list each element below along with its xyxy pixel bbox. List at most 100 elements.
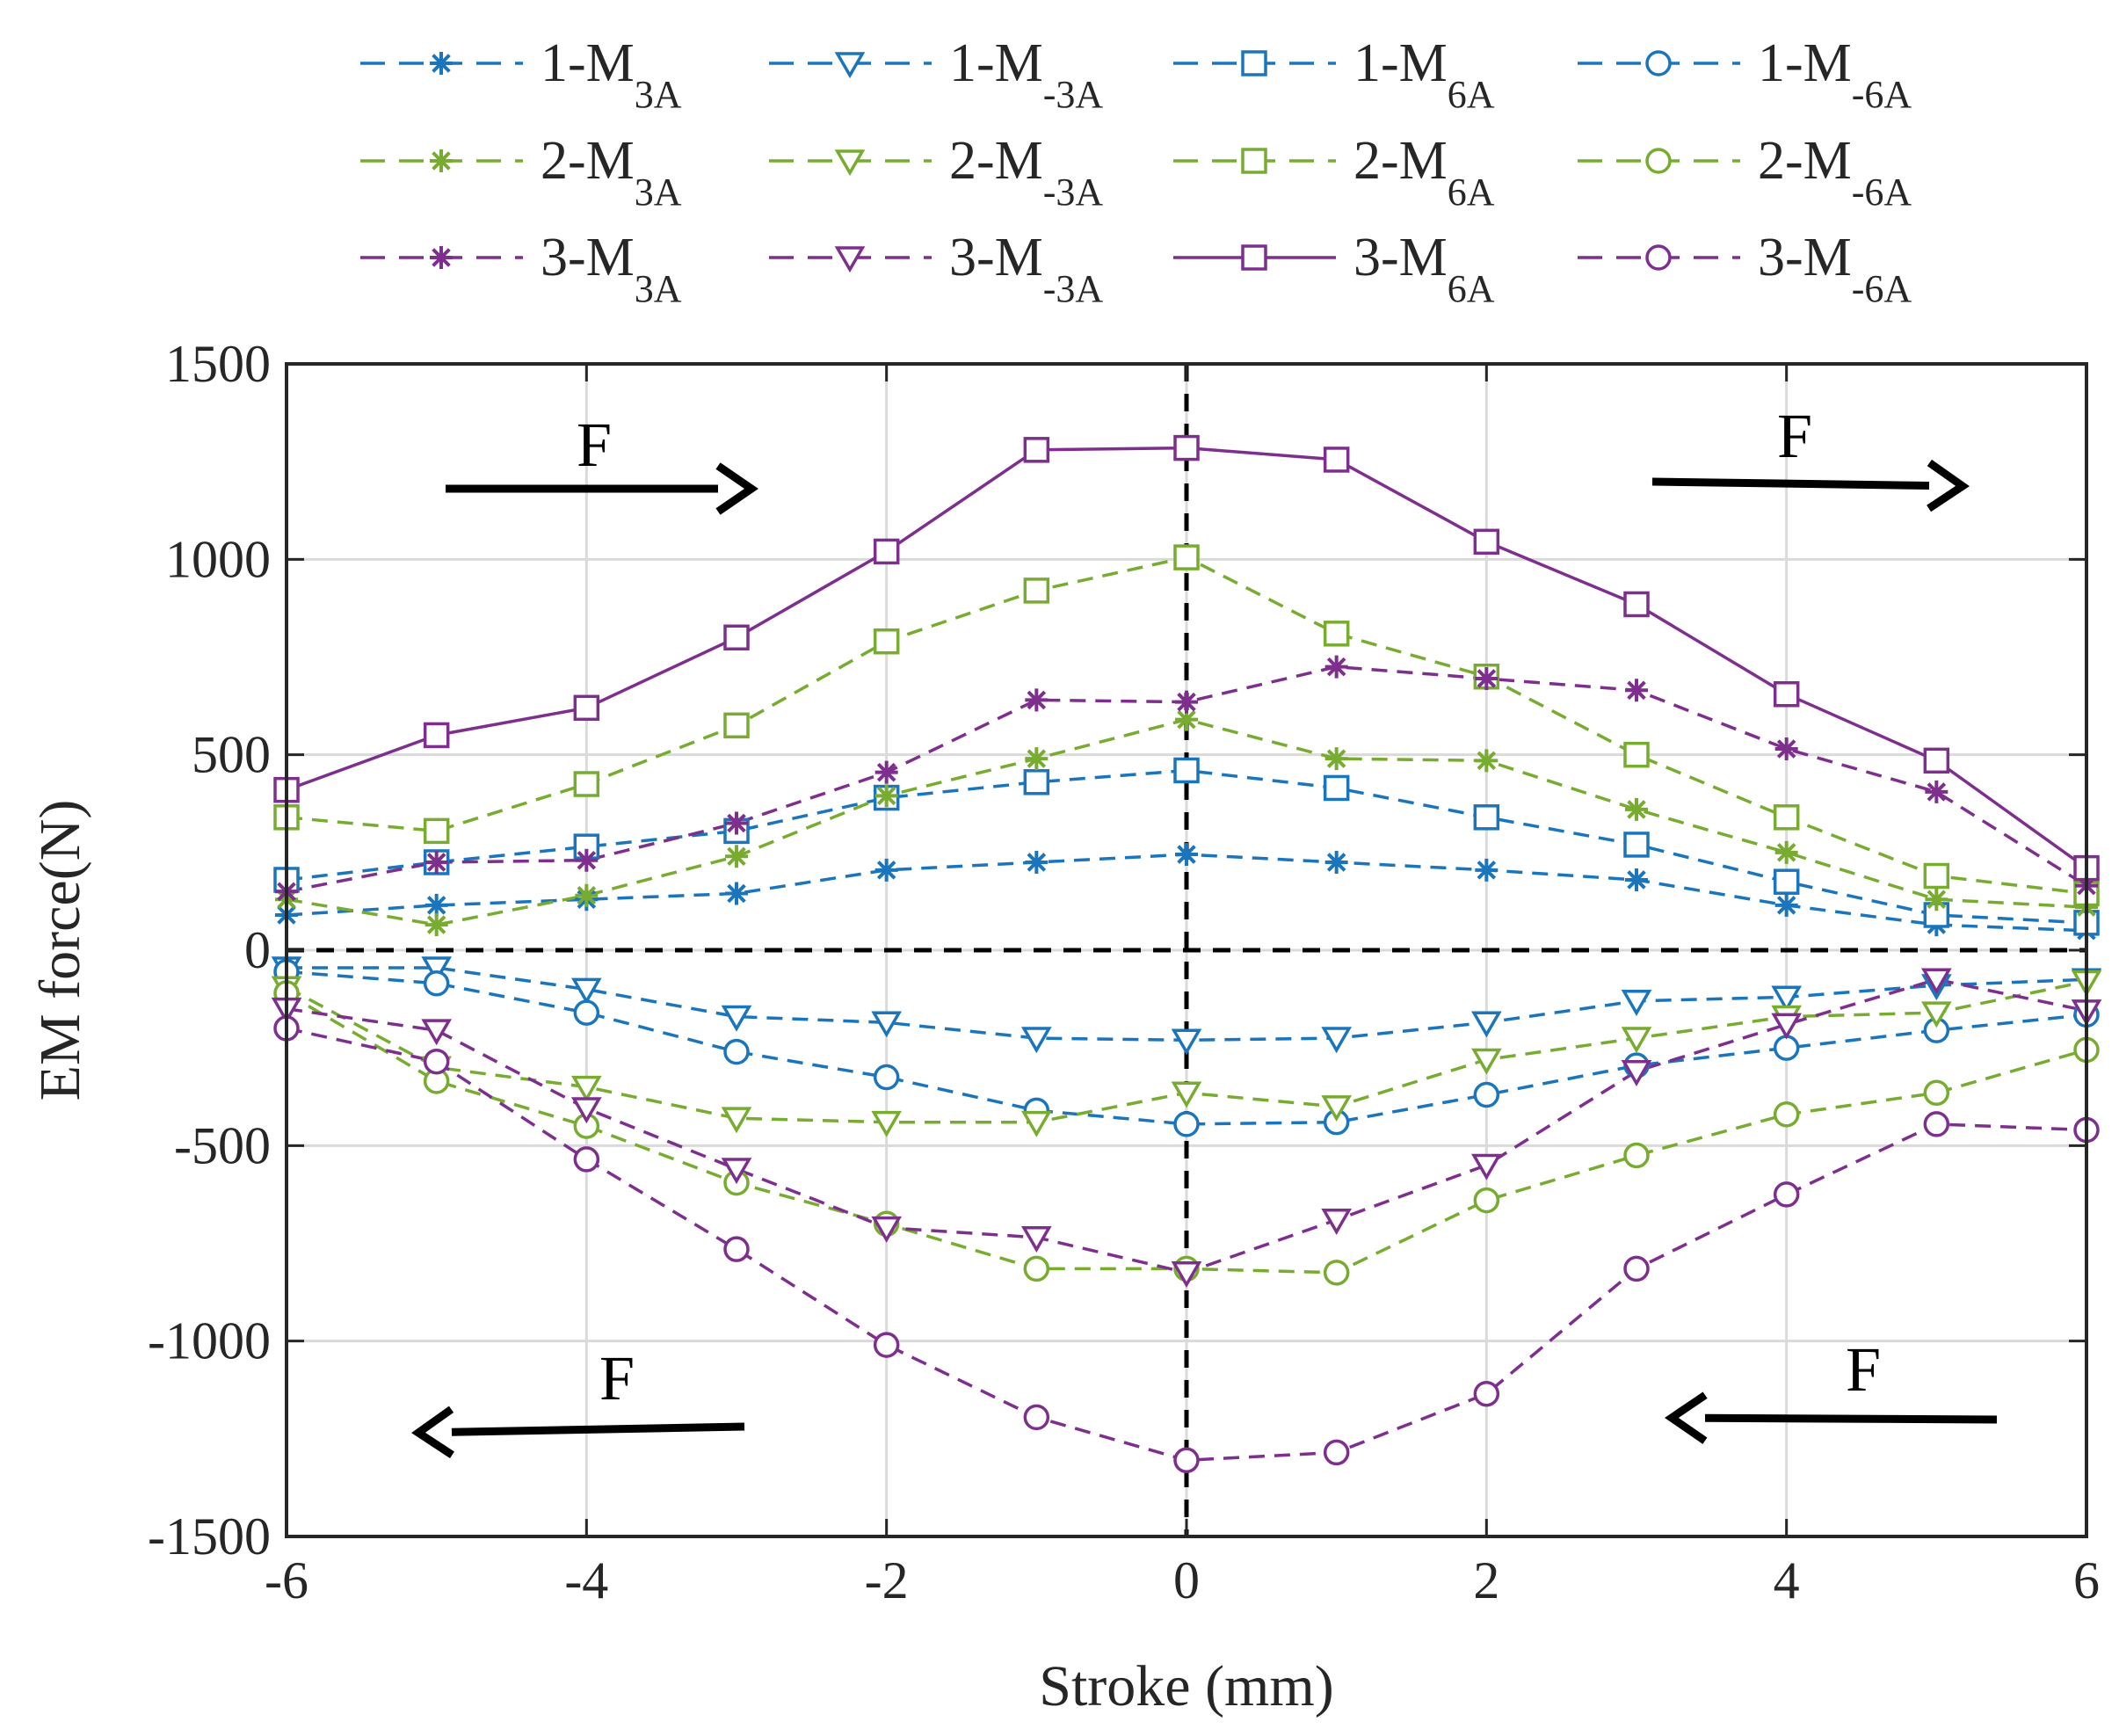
legend-label: 2-M3A [541,131,682,214]
legend-label-prefix: 3-M [1353,228,1448,287]
data-point [1173,434,1200,461]
data-point [723,712,750,739]
data-point [1473,1380,1500,1407]
legend-item: 3-M3A [360,228,682,310]
force-label: F [1846,1334,1881,1405]
legend-label-subscript: -6A [1852,267,1912,310]
y-tick-label: -1000 [148,1312,271,1370]
legend-item: 2-M6A [1173,131,1495,214]
data-point [1323,1260,1350,1286]
data-point [873,1064,900,1091]
data-point [1020,1110,1052,1137]
force-arrow: F [446,410,758,515]
data-point [1774,893,1798,917]
data-point [573,999,600,1026]
data-point [1771,1013,1803,1040]
data-point [1771,985,1803,1013]
y-tick-label: 1500 [165,335,271,393]
data-point [423,970,450,997]
data-point [1470,1048,1502,1075]
data-point [570,1097,602,1124]
data-point [425,850,448,874]
data-point [570,1075,602,1102]
data-point [575,883,599,907]
force-arrow: F [411,1343,745,1459]
legend-item: 3-M-3A [769,228,1103,310]
x-tick-label: 4 [1774,1551,1800,1609]
x-tick-label: -4 [564,1551,608,1609]
legend-item: 2-M-6A [1578,131,1912,214]
force-arrow: F [1651,401,1970,512]
legend-item: 1-M3A [360,33,682,116]
data-point [1773,680,1800,708]
legend-label-prefix: 2-M [541,131,635,191]
y-tick-label: 500 [192,726,271,784]
data-point [1623,591,1650,618]
data-point [1623,741,1650,768]
data-point [1923,1079,1950,1107]
data-point [1175,690,1198,714]
force-annotations: F F F F [411,401,1998,1459]
data-point [725,882,748,905]
legend-label-subscript: 3A [635,171,682,214]
data-point [1323,1439,1350,1466]
data-point [1473,1081,1500,1108]
data-point [1324,850,1348,874]
y-tick-label: 0 [244,921,271,979]
data-point [871,1011,903,1038]
data-point [725,845,748,868]
data-point [1324,747,1348,771]
y-tick-label: -1500 [148,1507,271,1565]
legend-label-prefix: 2-M [1758,131,1852,191]
legend-marker [430,246,453,269]
legend-marker [430,149,453,172]
data-point [1321,1027,1353,1054]
data-point [1173,757,1200,784]
data-point [1023,769,1050,795]
data-point [874,784,898,808]
legend-label-prefix: 3-M [1758,228,1852,287]
legend-marker [834,246,866,273]
legend-item: 1-M-6A [1578,33,1912,116]
legend-marker [1645,148,1672,174]
data-point [1773,1181,1800,1208]
legend-label-subscript: -3A [1043,73,1104,116]
y-tick-label: 1000 [165,530,271,588]
legend-label-prefix: 2-M [949,131,1043,191]
y-axis-label: EM force(N) [28,800,92,1101]
arrow-head [715,462,758,515]
legend-label: 3-M-3A [949,228,1103,310]
arrow-shaft [1704,1413,1998,1424]
legend-item: 1-M6A [1173,33,1495,116]
data-point [1475,666,1499,690]
data-point [1625,797,1648,821]
data-point [1470,1153,1502,1180]
series-markers [273,958,2100,1137]
data-point [1173,1111,1200,1137]
data-point [1621,1060,1652,1086]
legend-label-subscript: -6A [1852,73,1912,116]
data-point [1920,968,1952,995]
legend-item: 2-M3A [360,131,682,214]
data-point [721,1005,752,1032]
arrow-head [1665,1391,1708,1444]
legend-label-prefix: 1-M [949,33,1043,93]
data-point [1323,447,1350,473]
x-tick-label: -2 [865,1551,909,1609]
legend-marker [1645,244,1672,271]
legend-item: 3-M-6A [1578,228,1912,310]
data-point [1324,655,1348,679]
data-point [721,1158,752,1185]
data-point [1321,1209,1353,1235]
data-point [1023,437,1050,463]
series-markers [273,1015,2100,1474]
legend-label: 3-M3A [541,228,682,310]
data-point [871,1216,903,1243]
data-point [874,858,898,882]
data-point [423,722,450,749]
series-markers [271,968,2102,1288]
legend-label-subscript: 3A [635,73,682,116]
legend-label-subscript: 6A [1448,171,1495,214]
legend-label: 1-M-3A [949,33,1103,116]
x-tick-label: 6 [2073,1551,2100,1609]
